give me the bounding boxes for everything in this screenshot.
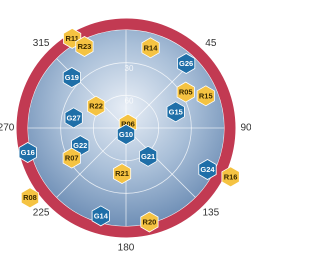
azimuth-label: 315	[33, 38, 50, 49]
satellite-label: G22	[73, 141, 87, 150]
satellite-label: G19	[65, 73, 79, 82]
satellite-label: G14	[94, 211, 109, 220]
azimuth-label: 135	[203, 207, 220, 218]
azimuth-label: 270	[0, 123, 15, 134]
satellite-label: R07	[65, 154, 79, 163]
satellite-label: R23	[78, 42, 92, 51]
satellite-label: R20	[143, 218, 157, 227]
satellite-label: G10	[119, 130, 133, 139]
satellite-label: G21	[141, 152, 155, 161]
satellite-label: R05	[179, 88, 193, 97]
satellite-label: G27	[67, 113, 81, 122]
satellite-label: R16	[224, 172, 238, 181]
page: {"chart_data": {"type": "skyplot", "rlim…	[0, 0, 320, 258]
satellite-label: R22	[89, 102, 103, 111]
azimuth-label: 90	[240, 123, 251, 134]
satellite-label: R15	[199, 91, 213, 100]
azimuth-label: 45	[205, 38, 217, 49]
satellite-label: R08	[23, 193, 37, 202]
azimuth-label: 225	[33, 207, 50, 218]
satellite-label: G16	[21, 148, 35, 157]
satellite-label: R14	[144, 43, 159, 52]
satellite-label: G15	[169, 107, 183, 116]
satellite-label: R21	[115, 169, 129, 178]
satellite-label: G24	[200, 165, 215, 174]
azimuth-label: 180	[118, 243, 135, 254]
satellite-label: G26	[179, 59, 193, 68]
